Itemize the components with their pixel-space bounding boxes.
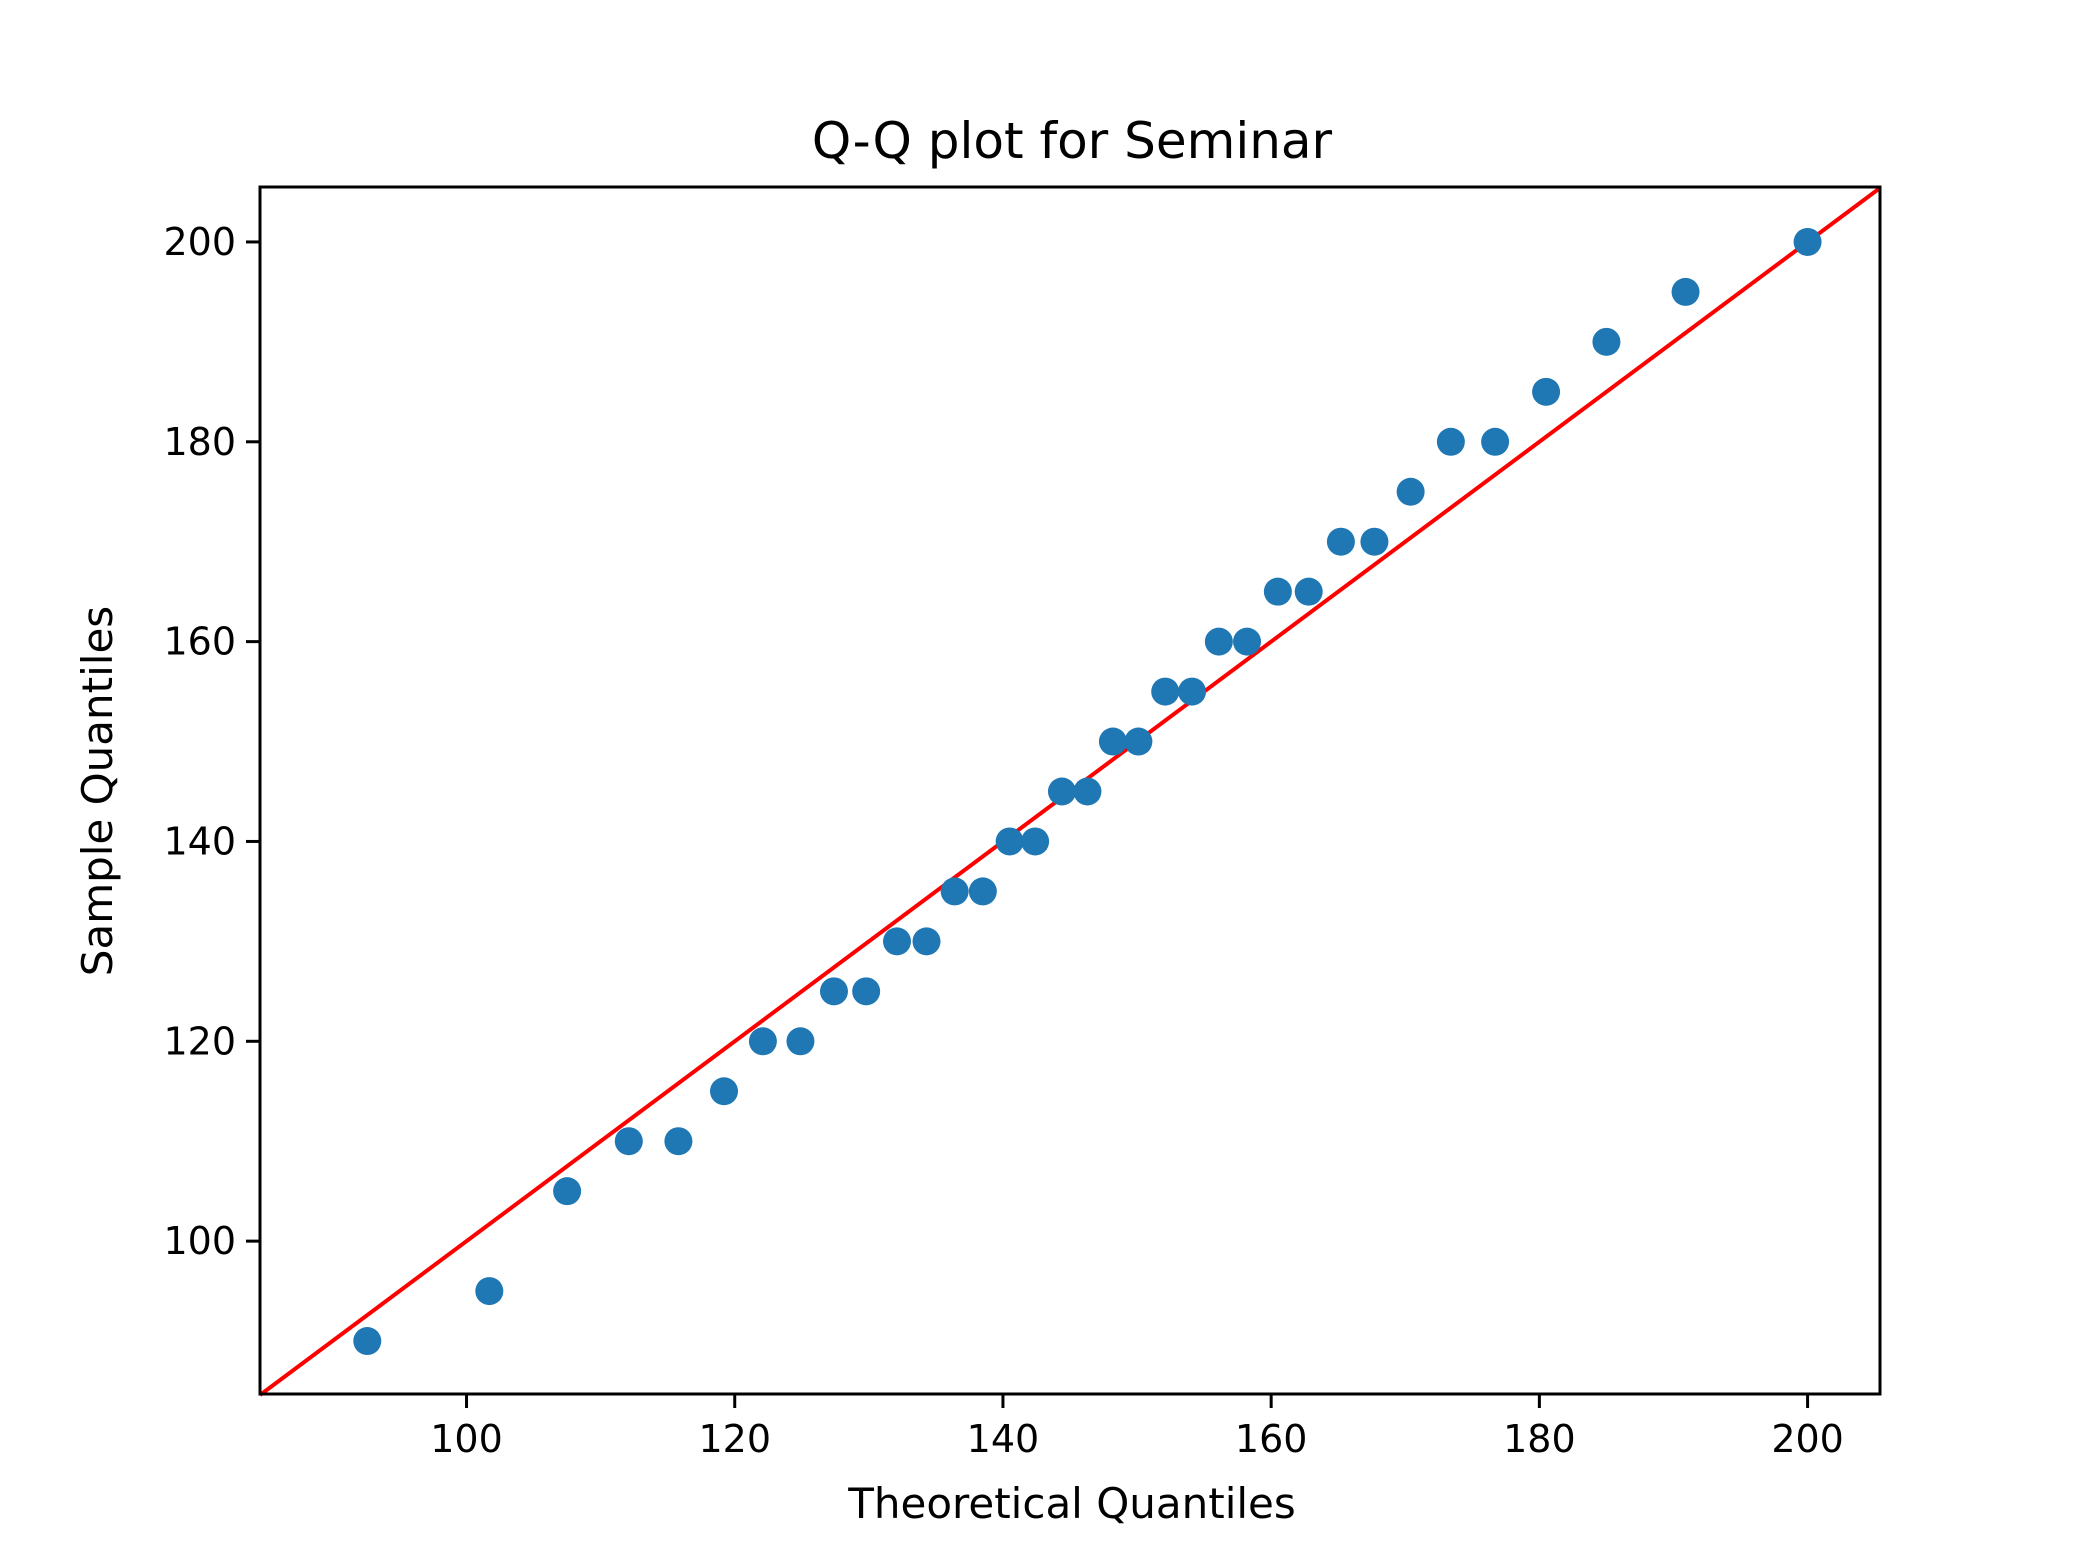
- data-point: [1326, 527, 1355, 556]
- data-point: [1532, 377, 1561, 406]
- y-tick-label: 140: [163, 819, 236, 863]
- y-tick-label: 160: [163, 620, 236, 664]
- data-point: [614, 1127, 643, 1156]
- data-point: [1481, 427, 1510, 456]
- data-point: [1396, 477, 1425, 506]
- data-points: [353, 227, 1822, 1356]
- data-point: [1263, 577, 1292, 606]
- data-point: [912, 927, 941, 956]
- data-point: [1592, 327, 1621, 356]
- data-point: [1294, 577, 1323, 606]
- data-point: [1793, 227, 1822, 256]
- data-point: [940, 877, 969, 906]
- data-point: [883, 927, 912, 956]
- data-point: [353, 1327, 382, 1356]
- data-point: [1073, 777, 1102, 806]
- data-point: [710, 1077, 739, 1106]
- data-point: [664, 1127, 693, 1156]
- data-point: [786, 1027, 815, 1056]
- plot-area: [258, 185, 1882, 1396]
- data-point: [968, 877, 997, 906]
- x-axis-label: Theoretical Quantiles: [847, 1479, 1296, 1528]
- data-point: [1098, 727, 1127, 756]
- data-point: [1021, 827, 1050, 856]
- x-tick-label: 160: [1235, 1417, 1308, 1461]
- x-tick-label: 200: [1771, 1417, 1844, 1461]
- data-point: [1124, 727, 1153, 756]
- x-tick-label: 100: [430, 1417, 503, 1461]
- x-tick-label: 120: [698, 1417, 771, 1461]
- chart-title: Q-Q plot for Seminar: [812, 112, 1333, 170]
- y-tick-label: 100: [163, 1219, 236, 1263]
- data-point: [1671, 277, 1700, 306]
- data-point: [1233, 627, 1262, 656]
- data-point: [1204, 627, 1233, 656]
- x-tick-label: 140: [967, 1417, 1040, 1461]
- y-axis-label: Sample Quantiles: [73, 606, 122, 976]
- x-axis: 100 120 140 160 180 200: [430, 1394, 1844, 1461]
- y-tick-label: 180: [163, 420, 236, 464]
- data-point: [995, 827, 1024, 856]
- data-point: [1360, 527, 1389, 556]
- y-tick-label: 120: [163, 1019, 236, 1063]
- data-point: [553, 1177, 582, 1206]
- y-axis: 100 120 140 160 180 200: [163, 220, 260, 1263]
- data-point: [475, 1277, 504, 1306]
- data-point: [1178, 677, 1207, 706]
- data-point: [1047, 777, 1076, 806]
- data-point: [1436, 427, 1465, 456]
- data-point: [819, 977, 848, 1006]
- data-point: [852, 977, 881, 1006]
- data-point: [748, 1027, 777, 1056]
- data-point: [1151, 677, 1180, 706]
- x-tick-label: 180: [1503, 1417, 1576, 1461]
- y-tick-label: 200: [163, 220, 236, 264]
